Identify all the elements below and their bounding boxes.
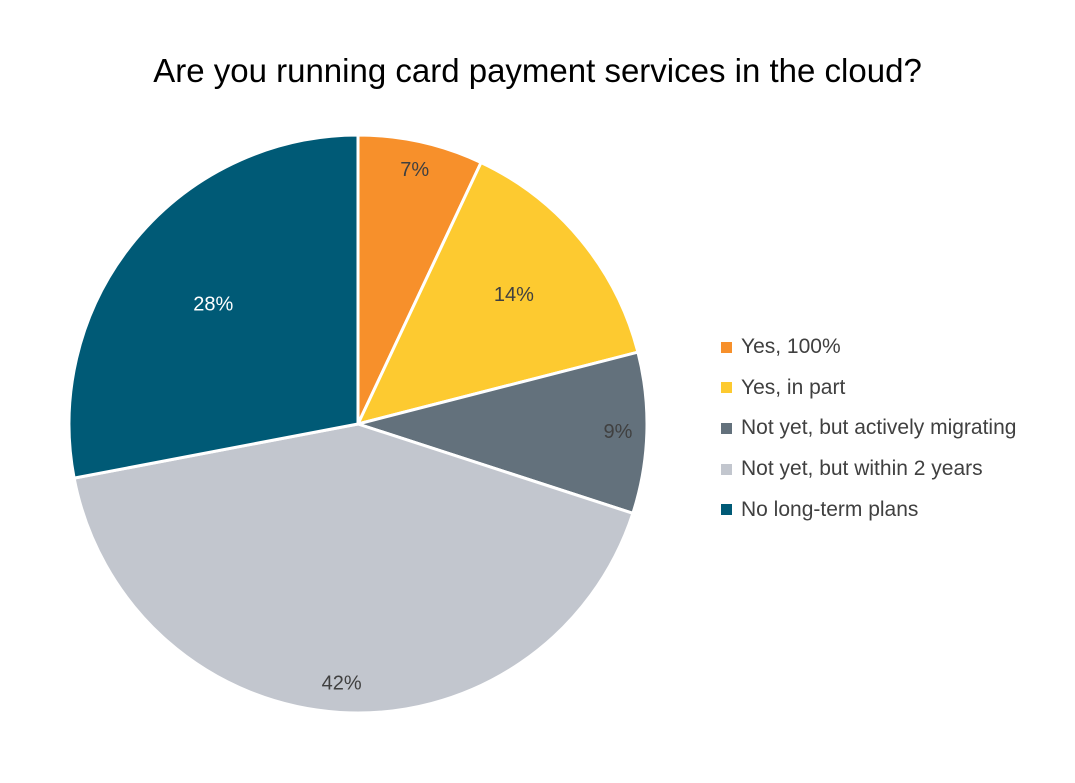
legend-label: Not yet, but within 2 years: [741, 457, 983, 481]
legend-item-within-2-years: Not yet, but within 2 years: [721, 449, 1016, 490]
legend: Yes, 100% Yes, in part Not yet, but acti…: [721, 327, 1016, 530]
legend-swatch: [721, 382, 732, 394]
data-label-yes-100: 7%: [400, 159, 429, 181]
legend-item-yes-in-part: Yes, in part: [721, 368, 1016, 409]
data-label-no-long-term-plans: 28%: [193, 293, 233, 315]
legend-item-actively-migrating: Not yet, but actively migrating: [721, 408, 1016, 449]
pie-slice-within-2-years: [72, 422, 635, 715]
legend-swatch: [721, 504, 732, 516]
legend-label: No long-term plans: [741, 497, 919, 521]
legend-swatch: [721, 341, 732, 353]
pie-slice-yes-in-part: [356, 161, 640, 426]
data-label-within-2-years: 42%: [322, 673, 362, 695]
pie-slices: [67, 133, 649, 715]
legend-item-yes-100: Yes, 100%: [721, 327, 1016, 368]
pie-data-labels: 7% 14% 9% 42% 28%: [193, 159, 632, 694]
pie-slice-no-long-term-plans: [67, 133, 360, 480]
pie-slice-actively-migrating: [356, 350, 649, 515]
pie-slice-yes-100: [356, 133, 483, 426]
legend-label: Yes, 100%: [741, 335, 841, 359]
data-label-yes-in-part: 14%: [494, 284, 534, 306]
legend-item-no-long-term-plans: No long-term plans: [721, 489, 1016, 530]
legend-swatch: [721, 463, 732, 475]
data-label-actively-migrating: 9%: [604, 421, 633, 443]
legend-label: Yes, in part: [741, 375, 846, 399]
legend-swatch: [721, 422, 732, 434]
legend-label: Not yet, but actively migrating: [741, 416, 1017, 440]
chart-title: Are you running card payment services in…: [153, 52, 922, 89]
